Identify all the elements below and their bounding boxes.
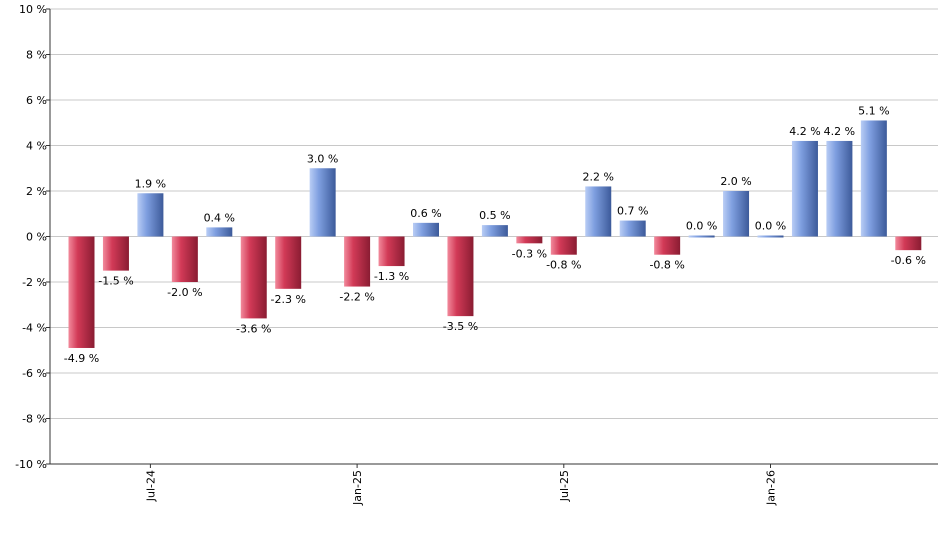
data-label: 0.0 % (686, 220, 717, 233)
data-label: 4.2 % (824, 125, 855, 138)
data-label: -1.3 % (374, 270, 409, 283)
y-tick-label: -8 % (22, 413, 47, 426)
y-tick-label: 0 % (26, 231, 47, 244)
bar (757, 235, 784, 238)
data-label: -0.8 % (546, 259, 581, 272)
bar (413, 222, 439, 237)
bar (206, 227, 233, 237)
data-label: -0.3 % (512, 247, 547, 260)
data-label: -2.2 % (339, 291, 374, 304)
y-tick-label: -10 % (15, 458, 47, 471)
bar (102, 236, 129, 271)
y-tick-label: 4 % (26, 140, 47, 153)
data-label: 0.4 % (204, 211, 235, 224)
data-label: 0.6 % (410, 207, 441, 220)
y-tick-label: 2 % (26, 185, 47, 198)
bar (585, 186, 612, 237)
y-tick-label: 10 % (19, 3, 47, 16)
data-label: 2.0 % (720, 175, 751, 188)
bar (309, 168, 336, 237)
y-tick-label: -2 % (22, 276, 47, 289)
data-label: 1.9 % (135, 177, 166, 190)
x-tick-label: Jul-24 (144, 470, 157, 502)
bar (68, 236, 95, 348)
axes (49, 9, 938, 465)
data-label: 5.1 % (858, 104, 889, 117)
bar (516, 236, 543, 244)
bar (275, 236, 302, 289)
data-label: 0.5 % (479, 209, 510, 222)
x-tick-label: Jan-26 (765, 470, 778, 506)
bar (550, 236, 577, 255)
x-tick-label: Jan-25 (351, 470, 364, 506)
bar (378, 236, 405, 267)
data-label: -0.8 % (649, 259, 684, 272)
x-tick-label: Jul-25 (558, 470, 571, 502)
bar (826, 140, 853, 237)
bar (895, 236, 922, 251)
bar (344, 236, 371, 287)
data-label: 4.2 % (789, 125, 820, 138)
bar (137, 193, 164, 237)
bar (688, 235, 715, 238)
data-label: -2.3 % (270, 293, 305, 306)
data-labels: -4.9 % -1.5 % 1.9 % -2.0 % 0.4 % -3.6 % -2.3 %… (64, 104, 926, 365)
data-label: 0.0 % (755, 220, 786, 233)
bar (791, 140, 818, 237)
y-tick-label: 8 % (26, 49, 47, 62)
bar (240, 236, 267, 319)
data-label: 0.7 % (617, 205, 648, 218)
data-label: -4.9 % (64, 352, 99, 365)
bars (68, 120, 922, 348)
y-tick-label: 6 % (26, 94, 47, 107)
data-label: -3.5 % (443, 320, 478, 333)
y-tick-label: -4 % (22, 322, 47, 335)
data-label: -1.5 % (98, 275, 133, 288)
data-label: -2.0 % (167, 286, 202, 299)
x-axis-tick-labels: Jul-24 Jan-25 Jul-25 Jan-26 (144, 464, 778, 506)
bar (723, 191, 750, 237)
data-label: -0.6 % (891, 254, 926, 267)
data-label: 2.2 % (583, 170, 614, 183)
bar (860, 120, 887, 237)
bar (171, 236, 198, 282)
data-label: -3.6 % (236, 322, 271, 335)
y-tick-label: -6 % (22, 367, 47, 380)
bar (447, 236, 474, 317)
bar (654, 236, 681, 255)
bar (481, 225, 508, 237)
y-axis-tick-labels: -10 % -8 % -6 % -4 % -2 % 0 % 2 % 4 % 6 % 8 % 10 % (15, 3, 50, 471)
bar (619, 220, 646, 237)
data-label: 3.0 % (307, 152, 338, 165)
